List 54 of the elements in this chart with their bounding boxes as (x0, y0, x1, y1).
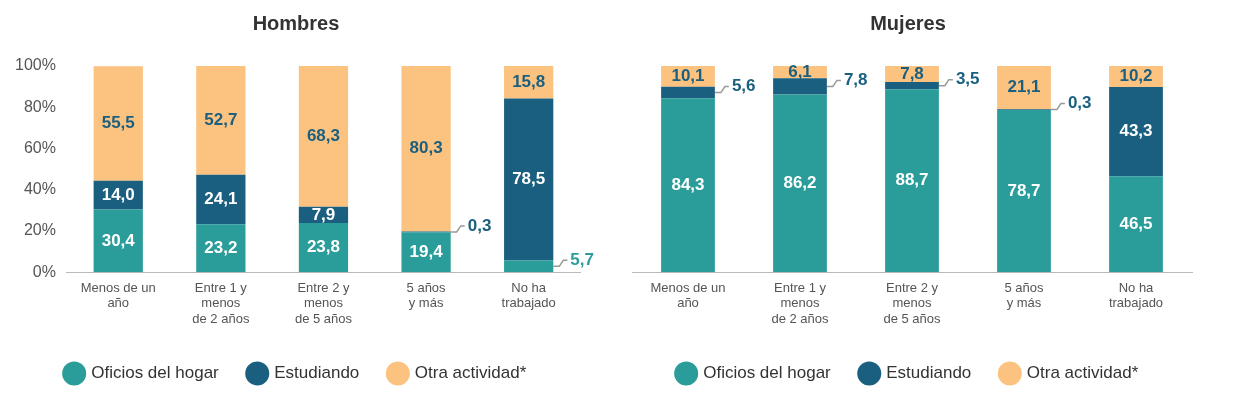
legend-label: Otra actividad* (414, 363, 527, 383)
x-tick-label: No ha trabajado (501, 279, 556, 311)
data-label: 24,1 (204, 189, 238, 209)
data-label: 5,7 (570, 250, 594, 270)
data-label: 43,3 (1119, 121, 1153, 141)
data-label: 6,1 (788, 61, 812, 81)
data-label: 52,7 (204, 110, 238, 130)
data-label: 7,8 (900, 63, 924, 83)
x-tick-label: Entre 2 y menos de 5 años (294, 279, 353, 326)
x-tick-label: Menos de un año (80, 279, 156, 311)
data-label: 14,0 (101, 184, 135, 204)
x-tick-label: Menos de un año (650, 279, 726, 311)
data-label: 84,3 (671, 174, 705, 194)
data-label: 78,5 (512, 169, 546, 189)
data-label: 0,3 (467, 215, 492, 235)
data-label: 3,5 (955, 69, 980, 89)
data-label: 15,8 (512, 71, 546, 91)
data-label: 78,7 (1007, 180, 1041, 200)
legend-label: Oficios del hogar (703, 363, 832, 383)
legend-label: Estudiando (886, 363, 972, 383)
data-label: 68,3 (306, 126, 341, 146)
data-label: 46,5 (1119, 213, 1153, 233)
data-label: 80,3 (409, 138, 443, 158)
data-label: 0,3 (1067, 93, 1092, 113)
y-tick-label: 60% (23, 138, 56, 156)
x-tick-label: No ha trabajado (1108, 279, 1164, 311)
legend-label: Oficios del hogar (91, 363, 220, 383)
legend-label: Estudiando (274, 363, 360, 383)
data-label: 10,2 (1119, 66, 1153, 86)
chart-title: Hombres (252, 11, 340, 34)
data-label: 88,7 (895, 170, 929, 190)
y-tick-label: 20% (23, 221, 56, 239)
data-label: 5,6 (731, 76, 756, 96)
y-tick-label: 100% (15, 56, 56, 74)
x-tick-label: 5 años y más (1004, 279, 1045, 311)
data-label: 23,2 (204, 237, 238, 257)
data-label: 55,5 (101, 113, 135, 133)
x-tick-label: Entre 2 y menos de 5 años (883, 279, 942, 326)
data-label: 10,1 (671, 66, 705, 86)
data-label: 19,4 (409, 241, 444, 261)
data-label: 21,1 (1007, 77, 1041, 97)
data-label: 7,9 (311, 204, 336, 224)
y-tick-label: 40% (23, 180, 56, 198)
data-label: 30,4 (101, 230, 136, 250)
data-label: 86,2 (783, 173, 817, 193)
data-label: 7,8 (843, 70, 868, 90)
x-tick-label: Entre 1 y menos de 2 años (771, 279, 830, 326)
x-tick-label: Entre 1 y menos de 2 años (192, 279, 250, 326)
legend-label: Otra actividad* (1026, 363, 1139, 383)
data-label: 23,8 (306, 237, 341, 257)
y-tick-label: 0% (32, 262, 56, 280)
y-tick-label: 80% (23, 97, 56, 115)
chart-title: Mujeres (870, 11, 946, 34)
x-tick-label: 5 años y más (406, 279, 447, 311)
